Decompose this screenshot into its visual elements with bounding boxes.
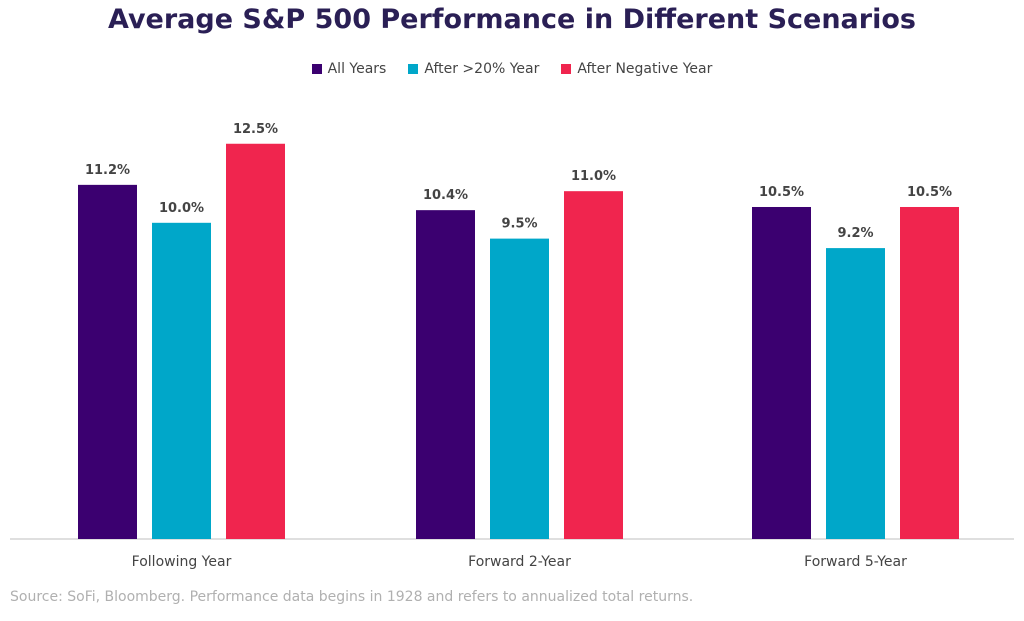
bar-after-negative-year-forward-5-year: [900, 206, 959, 539]
data-label-all-years-following-year: 11.2%: [85, 163, 130, 178]
data-label-after-negative-year-forward-2-year: 11.0%: [571, 169, 616, 184]
data-label-all-years-forward-2-year: 10.4%: [423, 188, 468, 203]
legend-label-after-negative-year: After Negative Year: [577, 61, 713, 77]
data-label-after-negative-year-forward-5-year: 10.5%: [907, 185, 952, 200]
legend-item-all-years: All Years: [311, 61, 387, 77]
legend: All Years After >20% Year After Negative…: [0, 61, 1024, 77]
data-label-after-20-year-forward-5-year: 9.2%: [837, 226, 873, 241]
data-label-after-20-year-following-year: 10.0%: [159, 201, 204, 216]
chart-title: Average S&P 500 Performance in Different…: [108, 4, 916, 35]
x-tick-label-forward-5-year: Forward 5-Year: [804, 554, 907, 570]
legend-item-after-20-year: After >20% Year: [408, 61, 539, 77]
bar-chart: 11.2% 10.0% 12.5% Following Year 10.4% 9.5% 11…: [10, 122, 1014, 570]
bar-after-negative-year-following-year: [226, 143, 285, 539]
bar-after-20-year-following-year: [152, 222, 211, 540]
bar-all-years-following-year: [78, 184, 137, 539]
legend-label-after-20-year: After >20% Year: [424, 61, 540, 77]
bar-after-20-year-forward-5-year: [826, 248, 885, 540]
data-label-after-20-year-forward-2-year: 9.5%: [501, 217, 537, 232]
x-tick-label-forward-2-year: Forward 2-Year: [468, 554, 571, 570]
legend-item-after-negative-year: After Negative Year: [561, 61, 712, 77]
legend-swatch-after-negative-year: [561, 64, 572, 74]
legend-label-all-years: All Years: [327, 61, 387, 77]
bar-after-20-year-forward-2-year: [490, 238, 549, 539]
data-label-after-negative-year-following-year: 12.5%: [233, 122, 278, 137]
legend-swatch-all-years: [311, 64, 322, 74]
x-tick-label-following-year: Following Year: [132, 554, 232, 570]
bar-all-years-forward-5-year: [752, 206, 811, 539]
bar-after-negative-year-forward-2-year: [564, 191, 623, 539]
source-note: Source: SoFi, Bloomberg. Performance dat…: [10, 589, 694, 605]
legend-swatch-after-20-year: [408, 64, 419, 74]
data-label-all-years-forward-5-year: 10.5%: [759, 185, 804, 200]
bar-all-years-forward-2-year: [416, 210, 475, 539]
